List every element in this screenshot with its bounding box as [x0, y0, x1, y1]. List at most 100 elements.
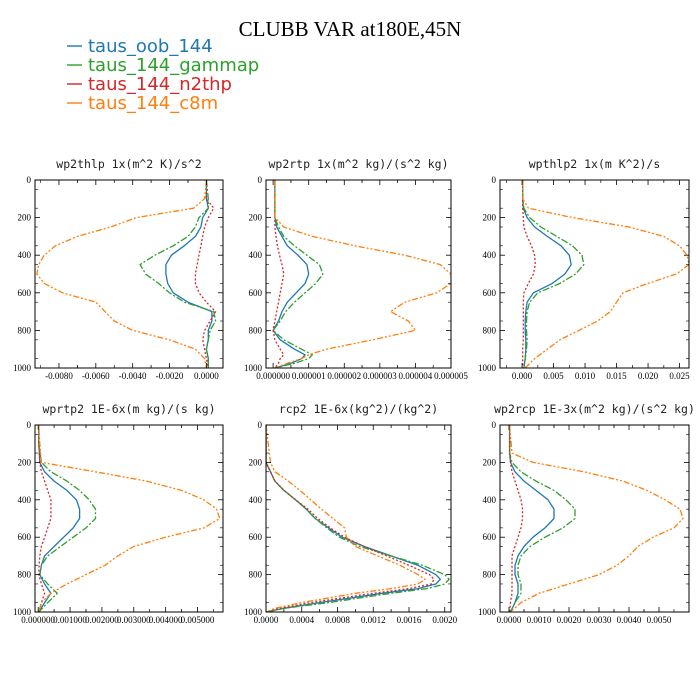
legend-entry: taus_144_gammap	[67, 55, 259, 76]
y-tick-label: 0	[27, 175, 32, 185]
series-line	[139, 180, 217, 368]
x-tick-label: 0.005	[543, 371, 564, 381]
panel-title: wp2thlp 1x(m^2 K)/s^2	[56, 157, 201, 171]
panel-title: wprtp2 1E-6x(m kg)/(s kg)	[42, 402, 215, 416]
y-tick-label: 400	[483, 250, 497, 260]
y-tick-label: 600	[249, 288, 263, 298]
y-tick-label: 800	[18, 325, 32, 335]
y-tick-label: 0	[492, 420, 497, 430]
x-tick-label: -0.0060	[82, 371, 110, 381]
legend-label: taus_144_n2thp	[88, 74, 232, 95]
series-line	[266, 425, 435, 612]
y-tick-label: 200	[483, 457, 497, 467]
y-tick-label: 1000	[478, 607, 497, 617]
panel: wprtp2 1E-6x(m kg)/(s kg) 0 200 400 600 800 10…	[13, 402, 224, 625]
series-line	[165, 180, 213, 368]
x-tick-label: 0.0004	[289, 615, 314, 625]
panel: wp2rtp 1x(m^2 kg)/(s^2 kg) 0 200 400 600 800 1…	[244, 157, 468, 381]
y-tick-label: 600	[483, 288, 497, 298]
panel: wp2thlp 1x(m^2 K)/s^2 0 200 400 600 800 1000 -0…	[13, 157, 224, 381]
y-tick-label: 0	[258, 175, 263, 185]
panel-title: wp2rcp 1E-3x(m^2 kg)/(s^2 kg)	[494, 402, 695, 416]
series-line	[266, 425, 441, 612]
y-tick-label: 400	[249, 495, 263, 505]
series-line	[508, 425, 684, 612]
legend-label: taus_144_c8m	[88, 93, 218, 114]
y-tick-label: 600	[249, 532, 263, 542]
y-tick-label: 0	[27, 420, 32, 430]
legend-label: taus_oob_144	[88, 36, 213, 57]
y-tick-label: 200	[249, 457, 263, 467]
series-line	[522, 180, 536, 368]
x-tick-label: 0.000003	[363, 371, 397, 381]
series-line	[522, 180, 585, 368]
y-tick-label: 200	[249, 213, 263, 223]
x-tick-label: 0.0016	[397, 615, 422, 625]
y-tick-label: 400	[249, 250, 263, 260]
y-tick-label: 200	[18, 457, 32, 467]
y-tick-label: 800	[249, 325, 263, 335]
plot-frame	[499, 179, 690, 369]
x-tick-label: 0.004000	[149, 615, 183, 625]
x-tick-label: 0.000001	[292, 371, 326, 381]
y-tick-label: 1000	[244, 607, 263, 617]
y-tick-label: 800	[18, 570, 32, 580]
plot-frame	[265, 179, 452, 369]
x-tick-label: 0.0030	[587, 615, 612, 625]
figure-title: CLUBB VAR at180E,45N	[239, 17, 462, 41]
y-tick-label: 200	[18, 213, 32, 223]
y-tick-label: 600	[18, 288, 32, 298]
series-line	[522, 180, 572, 368]
y-tick-label: 600	[483, 532, 497, 542]
panel-title: wp2rtp 1x(m^2 kg)/(s^2 kg)	[268, 157, 448, 171]
y-tick-label: 0	[258, 420, 263, 430]
x-tick-label: -0.0080	[45, 371, 73, 381]
series-line	[274, 180, 451, 368]
x-tick-label: 0.000005	[434, 371, 468, 381]
series-group	[38, 425, 221, 612]
panel: rcp2 1E-6x(kg^2)/(kg^2) 0 200 400 600 800 1000…	[244, 402, 458, 625]
plot-frame	[34, 424, 224, 613]
y-tick-label: 800	[483, 325, 497, 335]
x-tick-label: 0.0020	[432, 615, 457, 625]
x-tick-label: 0.0040	[617, 615, 642, 625]
y-tick-label: 1000	[478, 363, 497, 373]
x-tick-label: 0.000004	[399, 371, 433, 381]
legend: taus_oob_144taus_144_gammaptaus_144_n2th…	[67, 36, 259, 114]
y-tick-label: 800	[483, 570, 497, 580]
series-line	[522, 180, 689, 368]
plot-frame	[265, 424, 452, 613]
series-group	[36, 180, 217, 368]
series-line	[272, 180, 310, 368]
series-group	[266, 425, 450, 612]
x-tick-label: 0.0000	[194, 371, 219, 381]
series-line	[266, 425, 426, 612]
x-tick-label: 0.0050	[647, 615, 672, 625]
series-line	[508, 425, 576, 612]
x-tick-label: 0.003000	[117, 615, 151, 625]
y-tick-label: 800	[249, 570, 263, 580]
y-tick-label: 400	[18, 495, 32, 505]
x-tick-label: 0.0008	[325, 615, 350, 625]
panel-title: wpthlp2 1x(m K^2)/s	[529, 157, 661, 171]
series-line	[38, 425, 52, 612]
panel-title: rcp2 1E-6x(kg^2)/(kg^2)	[279, 402, 438, 416]
x-tick-label: 0.0012	[361, 615, 386, 625]
x-tick-label: 0.0000	[497, 615, 522, 625]
panels: wp2thlp 1x(m^2 K)/s^2 0 200 400 600 800 1000 -0…	[13, 157, 695, 625]
series-line	[38, 425, 81, 612]
y-tick-label: 0	[492, 175, 497, 185]
series-group	[522, 180, 689, 368]
y-tick-label: 600	[18, 532, 32, 542]
x-tick-label: -0.0040	[119, 371, 147, 381]
x-tick-label: 0.025	[669, 371, 690, 381]
y-tick-label: 1000	[244, 363, 263, 373]
legend-entry: taus_144_c8m	[67, 93, 218, 114]
x-tick-label: 0.020	[638, 371, 659, 381]
legend-entry: taus_144_n2thp	[67, 74, 232, 95]
series-line	[508, 425, 524, 612]
x-tick-label: 0.0010	[527, 615, 552, 625]
series-group	[272, 180, 451, 368]
x-tick-label: 0.001000	[53, 615, 87, 625]
